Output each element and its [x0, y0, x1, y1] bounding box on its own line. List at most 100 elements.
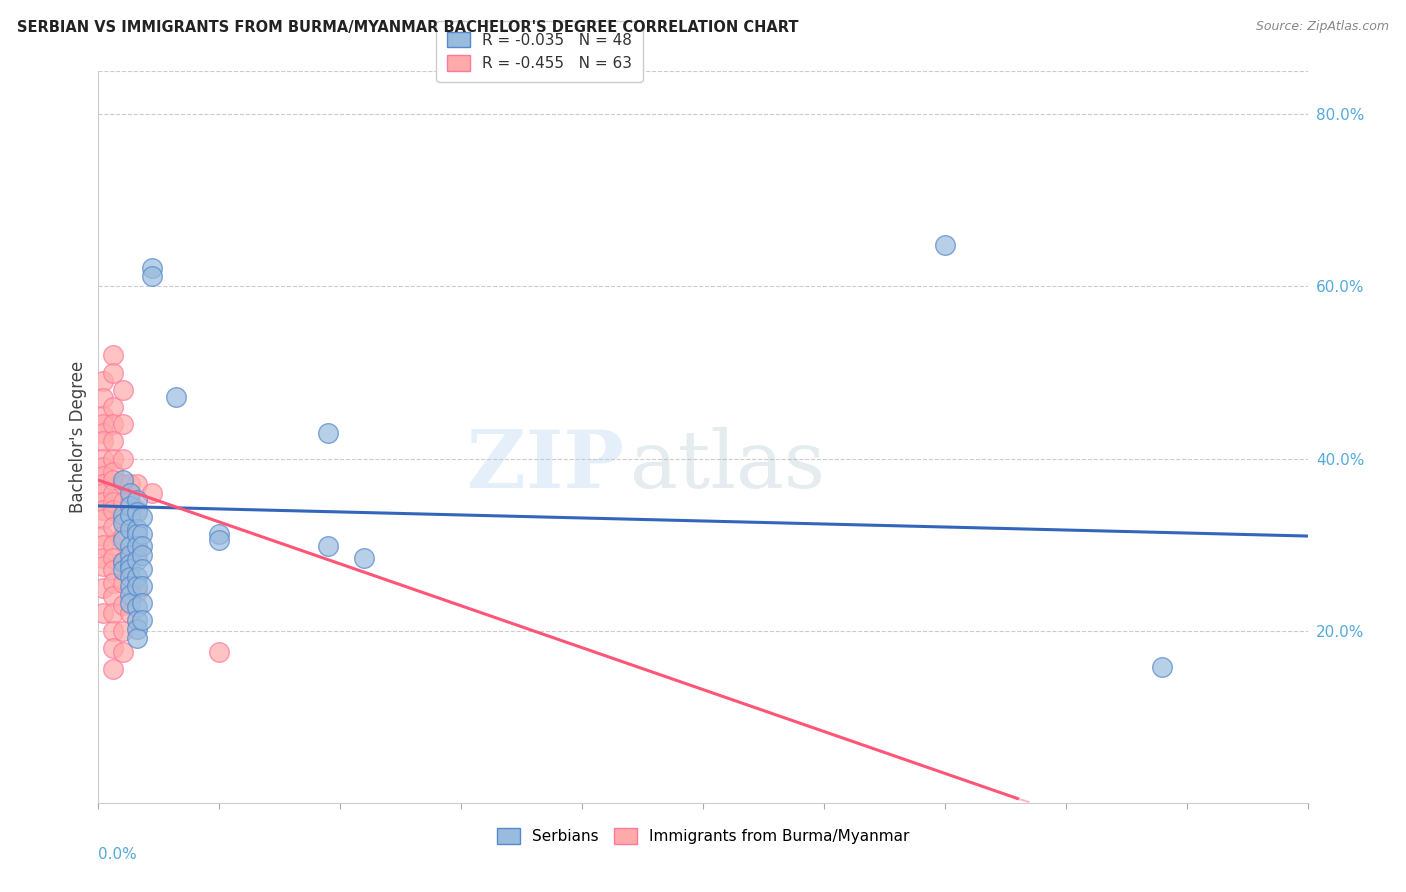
Point [118, 486, 141, 500]
Point [91, 529, 114, 543]
Point [111, 624, 134, 638]
Point [127, 585, 149, 599]
Point [91, 581, 114, 595]
Point [127, 631, 149, 645]
Point [91, 538, 114, 552]
Point [111, 645, 134, 659]
Point [111, 516, 134, 530]
Point [111, 564, 134, 578]
Point [208, 645, 231, 659]
Point [118, 588, 141, 602]
Point [91, 409, 114, 423]
Point [101, 366, 124, 380]
Point [208, 533, 231, 548]
Point [131, 579, 153, 593]
Point [111, 451, 134, 466]
Point [131, 613, 153, 627]
Point [118, 499, 141, 513]
Point [118, 570, 141, 584]
Point [111, 529, 134, 543]
Text: 0.0%: 0.0% [98, 847, 138, 862]
Point [91, 486, 114, 500]
Point [101, 520, 124, 534]
Point [131, 510, 153, 524]
Point [141, 486, 163, 500]
Text: Source: ZipAtlas.com: Source: ZipAtlas.com [1256, 20, 1389, 33]
Point [111, 494, 134, 508]
Point [101, 473, 124, 487]
Point [91, 477, 114, 491]
Point [118, 540, 141, 554]
Point [111, 473, 134, 487]
Point [127, 522, 149, 536]
Point [91, 451, 114, 466]
Point [101, 465, 124, 479]
Point [101, 576, 124, 591]
Point [127, 570, 149, 584]
Point [111, 598, 134, 612]
Point [101, 640, 124, 655]
Point [111, 555, 134, 569]
Point [101, 486, 124, 500]
Point [127, 492, 149, 507]
Point [101, 564, 124, 578]
Point [101, 417, 124, 432]
Point [91, 503, 114, 517]
Point [101, 434, 124, 449]
Point [118, 579, 141, 593]
Point [118, 557, 141, 571]
Point [141, 269, 163, 284]
Point [118, 477, 141, 491]
Point [101, 503, 124, 517]
Legend: Serbians, Immigrants from Burma/Myanmar: Serbians, Immigrants from Burma/Myanmar [491, 822, 915, 850]
Text: SERBIAN VS IMMIGRANTS FROM BURMA/MYANMAR BACHELOR'S DEGREE CORRELATION CHART: SERBIAN VS IMMIGRANTS FROM BURMA/MYANMAR… [17, 20, 799, 35]
Point [91, 392, 114, 406]
Point [101, 451, 124, 466]
Point [101, 607, 124, 621]
Point [118, 562, 141, 576]
Point [131, 548, 153, 562]
Point [165, 390, 187, 404]
Point [127, 527, 149, 541]
Point [111, 477, 134, 491]
Point [118, 550, 141, 565]
Point [141, 260, 163, 275]
Point [91, 607, 114, 621]
Point [101, 589, 124, 603]
Point [111, 508, 134, 522]
Point [111, 576, 134, 591]
Point [111, 512, 134, 526]
Point [91, 374, 114, 388]
Point [111, 555, 134, 569]
Point [111, 383, 134, 397]
Point [91, 425, 114, 440]
Point [91, 559, 114, 574]
Point [131, 527, 153, 541]
Point [91, 494, 114, 508]
Point [127, 613, 149, 627]
Point [101, 400, 124, 414]
Point [101, 662, 124, 676]
Point [101, 348, 124, 362]
Point [127, 540, 149, 554]
Point [118, 548, 141, 562]
Point [208, 527, 231, 541]
Point [111, 417, 134, 432]
Point [127, 505, 149, 519]
Point [131, 540, 153, 554]
Y-axis label: Bachelor's Degree: Bachelor's Degree [69, 361, 87, 513]
Point [118, 607, 141, 621]
Point [127, 622, 149, 636]
Point [91, 468, 114, 483]
Point [127, 553, 149, 567]
Point [118, 508, 141, 522]
Point [316, 540, 339, 554]
Point [127, 477, 149, 491]
Point [316, 425, 339, 440]
Point [118, 494, 141, 508]
Point [1152, 660, 1174, 674]
Point [131, 562, 153, 576]
Point [91, 460, 114, 475]
Point [91, 550, 114, 565]
Point [127, 579, 149, 593]
